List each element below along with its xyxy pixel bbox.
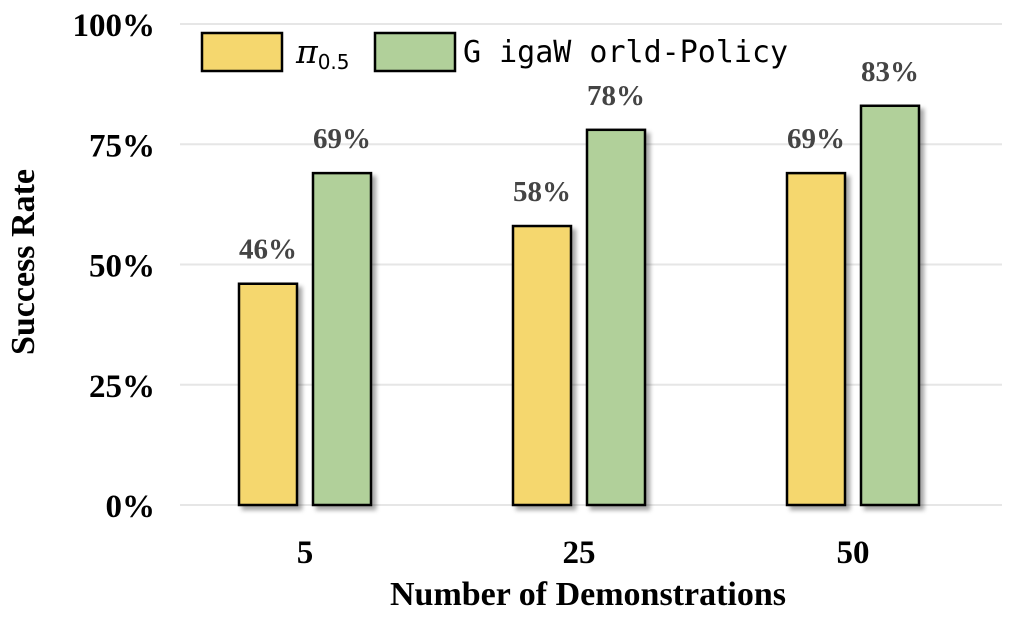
y-tick-label: 25% [89,369,155,405]
legend-swatch-pi05 [200,31,284,73]
legend-pi-symbol: π [295,32,319,71]
data-label: 69% [787,123,845,155]
legend-label-pi05: π0.5 [295,32,350,74]
y-tick-label: 50% [89,249,155,285]
bar-pi05-25 [511,224,573,507]
bar-gigaworld-policy-25 [585,128,647,507]
data-label: 58% [513,176,571,208]
y-tick-label: 75% [89,128,155,164]
legend-pi-subscript: 0.5 [318,50,350,74]
bar-pi05-50 [785,171,847,507]
x-axis-label: Number of Demonstrations [390,576,786,613]
x-axis-ticks: 5 25 50 [297,535,870,571]
data-label: 83% [861,56,919,88]
y-axis-ticks: 0% 25% 50% 75% 100% [73,8,156,525]
bar-pi05-5 [237,282,299,507]
x-tick-label: 50 [837,535,870,571]
y-tick-label: 0% [106,489,156,525]
data-labels: 46% 69% 58% 78% 69% 83% [239,56,919,266]
y-tick-label: 100% [73,8,156,44]
legend-label-gigaworld-policy: G igaW orld-Policy [463,35,788,70]
x-tick-label: 5 [297,535,314,571]
y-axis-label: Success Rate [5,169,42,355]
legend: π0.5 G igaW orld-Policy [200,31,788,74]
legend-swatch-gigaworld-policy [373,31,457,73]
data-label: 69% [313,123,371,155]
data-label: 46% [239,234,297,266]
bar-gigaworld-policy-50 [859,104,921,507]
data-label: 78% [587,80,645,112]
x-tick-label: 25 [563,535,596,571]
bar-gigaworld-policy-5 [311,171,373,507]
bars [237,104,921,507]
